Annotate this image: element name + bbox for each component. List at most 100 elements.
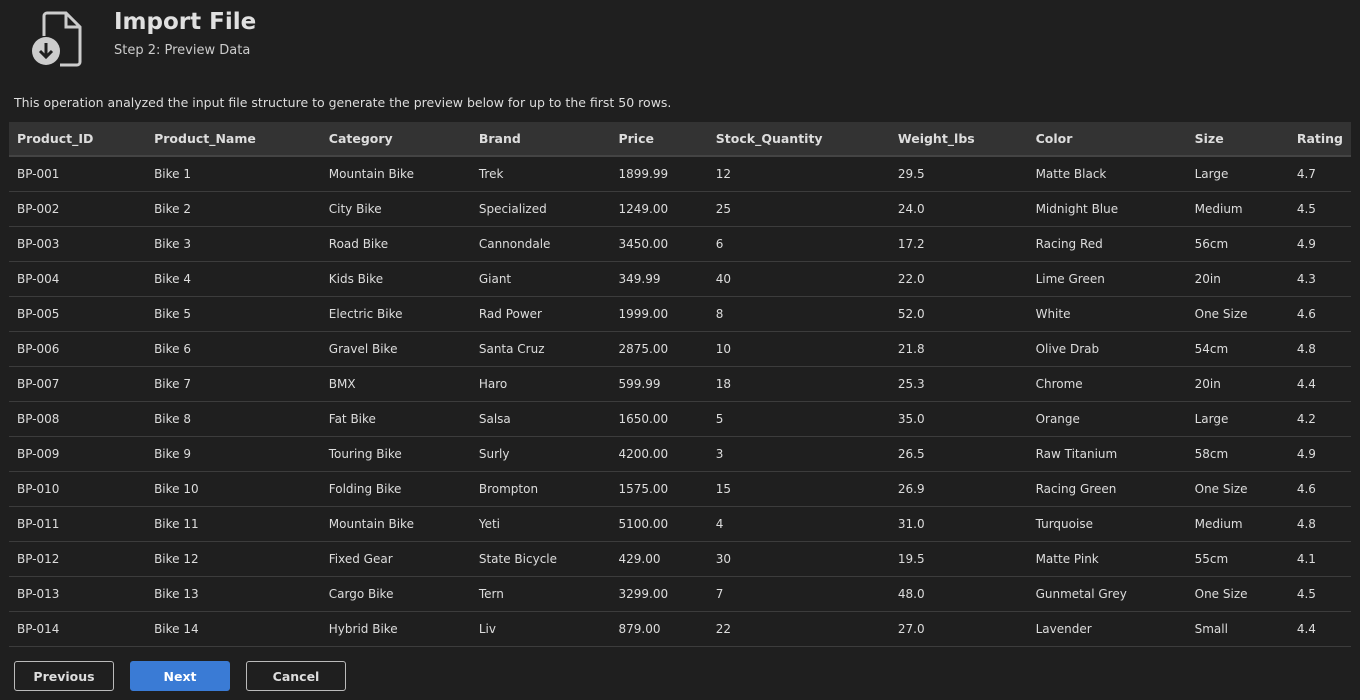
- table-cell: 349.99: [610, 261, 708, 297]
- table-cell: BP-004: [9, 261, 147, 297]
- table-cell: 4.8: [1288, 331, 1351, 367]
- table-cell: 26.5: [889, 436, 1028, 472]
- table-cell: 55cm: [1186, 541, 1289, 577]
- table-cell: 4.3: [1288, 261, 1351, 297]
- table-cell: BP-010: [9, 471, 147, 507]
- table-cell: BMX: [320, 366, 471, 402]
- table-row: BP-014 Bike 14 Hybrid Bike Liv 879.00 22 27.0 L…: [9, 611, 1351, 647]
- table-cell: Bike 5: [146, 296, 321, 332]
- table-cell: Bike 11: [146, 506, 321, 542]
- table-cell: BP-002: [9, 191, 147, 227]
- table-cell: 58cm: [1186, 436, 1289, 472]
- table-cell: Bike 14: [146, 611, 321, 647]
- table-cell: 52.0: [889, 296, 1028, 332]
- column-header[interactable]: Product_ID: [9, 122, 147, 157]
- table-cell: One Size: [1186, 576, 1289, 612]
- table-cell: Bike 4: [146, 261, 321, 297]
- table-cell: Bike 6: [146, 331, 321, 367]
- table-cell: Bike 10: [146, 471, 321, 507]
- table-cell: Specialized: [470, 191, 611, 227]
- column-header[interactable]: Stock_Quantity: [707, 122, 890, 157]
- column-header[interactable]: Product_Name: [146, 122, 321, 157]
- table-cell: 4.6: [1288, 471, 1351, 507]
- table-cell: Trek: [470, 156, 611, 192]
- table-row: BP-004 Bike 4 Kids Bike Giant 349.99 40 22.0 Li…: [9, 261, 1351, 297]
- next-button[interactable]: Next: [130, 661, 230, 691]
- table-cell: Rad Power: [470, 296, 611, 332]
- table-cell: 7: [707, 576, 890, 612]
- table-cell: Salsa: [470, 401, 611, 437]
- column-header[interactable]: Rating: [1288, 122, 1351, 157]
- table-cell: 18: [707, 366, 890, 402]
- column-header[interactable]: Size: [1186, 122, 1289, 157]
- table-cell: 20in: [1186, 261, 1289, 297]
- table-cell: 1650.00: [610, 401, 708, 437]
- table-cell: 19.5: [889, 541, 1028, 577]
- table-cell: Hybrid Bike: [320, 611, 471, 647]
- table-cell: City Bike: [320, 191, 471, 227]
- table-cell: 599.99: [610, 366, 708, 402]
- table-cell: Gravel Bike: [320, 331, 471, 367]
- table-cell: 5: [707, 401, 890, 437]
- table-cell: 12: [707, 156, 890, 192]
- table-cell: Bike 13: [146, 576, 321, 612]
- table-cell: Mountain Bike: [320, 506, 471, 542]
- table-cell: 26.9: [889, 471, 1028, 507]
- table-cell: 4200.00: [610, 436, 708, 472]
- table-cell: 5100.00: [610, 506, 708, 542]
- table-cell: 21.8: [889, 331, 1028, 367]
- table-cell: BP-008: [9, 401, 147, 437]
- table-cell: 29.5: [889, 156, 1028, 192]
- column-header[interactable]: Weight_lbs: [889, 122, 1028, 157]
- table-cell: 10: [707, 331, 890, 367]
- table-header-row: Product_ID Product_Name Category Brand Price…: [9, 122, 1351, 157]
- table-cell: Lavender: [1027, 611, 1187, 647]
- table-cell: Bike 2: [146, 191, 321, 227]
- table-cell: Large: [1186, 401, 1289, 437]
- cancel-button[interactable]: Cancel: [246, 661, 346, 691]
- table-cell: BP-006: [9, 331, 147, 367]
- table-cell: Fixed Gear: [320, 541, 471, 577]
- table-cell: 4.9: [1288, 436, 1351, 472]
- table-cell: 24.0: [889, 191, 1028, 227]
- table-cell: Bike 3: [146, 226, 321, 262]
- table-cell: One Size: [1186, 296, 1289, 332]
- table-cell: 4.2: [1288, 401, 1351, 437]
- table-cell: Haro: [470, 366, 611, 402]
- previous-button[interactable]: Previous: [14, 661, 114, 691]
- table-cell: 48.0: [889, 576, 1028, 612]
- table-row: BP-008 Bike 8 Fat Bike Salsa 1650.00 5 35.0 Ora…: [9, 401, 1351, 437]
- table-cell: BP-013: [9, 576, 147, 612]
- table-row: BP-001 Bike 1 Mountain Bike Trek 1899.99 12 29…: [9, 156, 1351, 192]
- table-cell: BP-012: [9, 541, 147, 577]
- table-cell: 429.00: [610, 541, 708, 577]
- table-cell: 4.9: [1288, 226, 1351, 262]
- table-cell: Cargo Bike: [320, 576, 471, 612]
- page-title: Import File: [114, 9, 257, 35]
- table-row: BP-007 Bike 7 BMX Haro 599.99 18 25.3 Chrome 20i…: [9, 366, 1351, 402]
- table-cell: 1575.00: [610, 471, 708, 507]
- table-cell: Electric Bike: [320, 296, 471, 332]
- table-cell: 4.7: [1288, 156, 1351, 192]
- table-cell: Santa Cruz: [470, 331, 611, 367]
- table-cell: State Bicycle: [470, 541, 611, 577]
- table-cell: 22: [707, 611, 890, 647]
- table-cell: 20in: [1186, 366, 1289, 402]
- table-cell: 4.4: [1288, 366, 1351, 402]
- table-cell: 6: [707, 226, 890, 262]
- table-cell: Touring Bike: [320, 436, 471, 472]
- table-row: BP-013 Bike 13 Cargo Bike Tern 3299.00 7 48.0 G…: [9, 576, 1351, 612]
- column-header[interactable]: Brand: [470, 122, 611, 157]
- table-cell: Lime Green: [1027, 261, 1187, 297]
- column-header[interactable]: Color: [1027, 122, 1187, 157]
- table-cell: 3299.00: [610, 576, 708, 612]
- table-cell: BP-007: [9, 366, 147, 402]
- preview-table: Product_ID Product_Name Category Brand Price…: [9, 122, 1351, 647]
- table-cell: 4.5: [1288, 191, 1351, 227]
- column-header[interactable]: Price: [610, 122, 708, 157]
- column-header[interactable]: Category: [320, 122, 471, 157]
- table-cell: 4.1: [1288, 541, 1351, 577]
- table-cell: BP-001: [9, 156, 147, 192]
- table-cell: Cannondale: [470, 226, 611, 262]
- table-cell: BP-003: [9, 226, 147, 262]
